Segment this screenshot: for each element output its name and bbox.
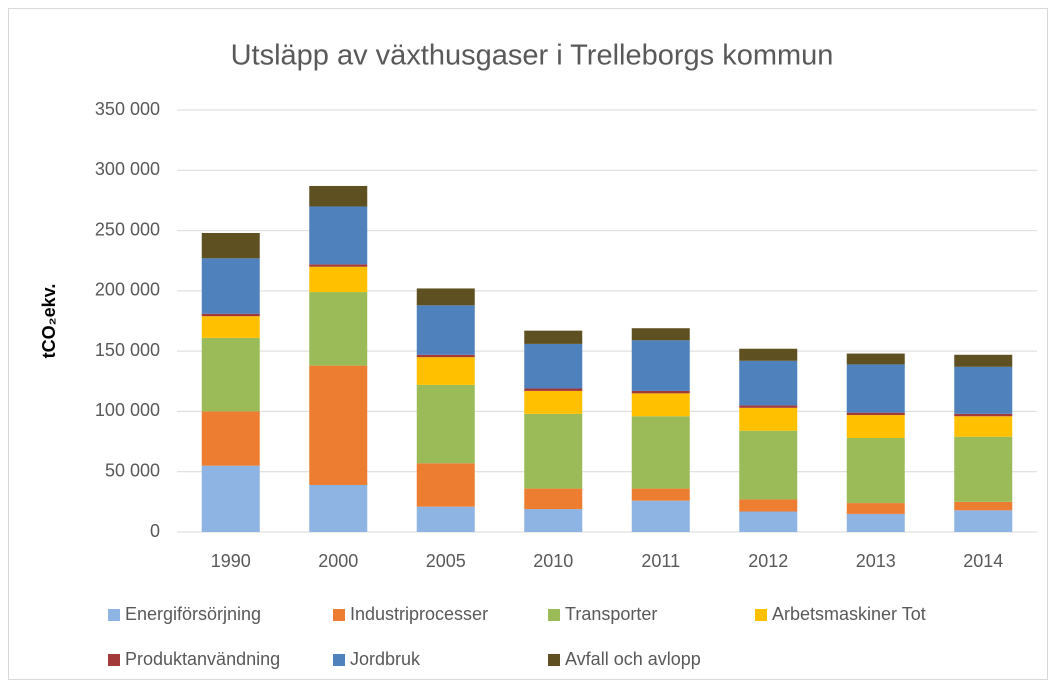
bar-segment xyxy=(309,266,368,293)
bar-segment xyxy=(416,384,475,464)
bar-segment xyxy=(954,501,1013,511)
bar-segment xyxy=(631,328,690,341)
bar-segment xyxy=(309,292,368,366)
bar-segment xyxy=(954,416,1013,437)
bar-segment xyxy=(416,357,475,385)
bar-segment xyxy=(846,437,905,504)
bar-segment xyxy=(416,506,475,532)
y-axis-label: tCO₂ekv. xyxy=(39,284,59,359)
bar-segment xyxy=(954,413,1013,417)
bar-segment xyxy=(201,465,260,532)
legend-label: Energiförsörjning xyxy=(125,604,261,624)
bar-segment xyxy=(739,405,798,408)
bar-segment xyxy=(631,393,690,417)
legend-swatch xyxy=(333,654,345,666)
bar-segment xyxy=(201,316,260,338)
bar-segment xyxy=(739,348,798,361)
x-tick-label: 2014 xyxy=(963,551,1003,571)
bar-segment xyxy=(201,337,260,412)
legend-swatch xyxy=(108,609,120,621)
y-tick-label: 0 xyxy=(150,521,160,541)
bar-segment xyxy=(524,330,583,344)
bar-segment xyxy=(416,288,475,306)
bar-segment xyxy=(631,500,690,532)
x-tick-label: 2000 xyxy=(318,551,358,571)
x-tick-label: 2010 xyxy=(533,551,573,571)
legend-label: Industriprocesser xyxy=(350,604,488,624)
bar-segment xyxy=(739,360,798,406)
y-tick-label: 250 000 xyxy=(95,219,160,239)
bar-segment xyxy=(524,388,583,391)
bar-segment xyxy=(739,511,798,532)
bar-segment xyxy=(201,411,260,466)
legend-swatch xyxy=(548,654,560,666)
bar-segment xyxy=(846,513,905,532)
bar-segment xyxy=(524,509,583,532)
legend-swatch xyxy=(755,609,767,621)
bar-segment xyxy=(309,365,368,485)
bar-segment xyxy=(416,305,475,355)
bar-segment xyxy=(631,390,690,394)
bar-segment xyxy=(309,206,368,265)
bar-segment xyxy=(954,436,1013,502)
x-tick-label: 1990 xyxy=(211,551,251,571)
y-tick-label: 200 000 xyxy=(95,280,160,300)
bar-segment xyxy=(846,412,905,416)
bar-segment xyxy=(846,353,905,365)
legend-label: Produktanvändning xyxy=(125,649,280,669)
bar-segment xyxy=(739,499,798,512)
legend-label: Avfall och avlopp xyxy=(565,649,701,669)
x-tick-label: 2012 xyxy=(748,551,788,571)
bar-segment xyxy=(416,354,475,358)
y-tick-label: 350 000 xyxy=(95,99,160,119)
y-tick-label: 150 000 xyxy=(95,340,160,360)
chart-title: Utsläpp av växthusgaser i Trelleborgs ko… xyxy=(231,40,834,72)
bar-segment xyxy=(846,415,905,438)
bar-segment xyxy=(309,484,368,532)
x-tick-label: 2013 xyxy=(856,551,896,571)
y-tick-label: 50 000 xyxy=(105,460,160,480)
x-tick-label: 2011 xyxy=(641,551,680,571)
bar-segment xyxy=(416,463,475,507)
legend-label: Jordbruk xyxy=(350,649,421,669)
bar-segment xyxy=(846,503,905,514)
bar-segment xyxy=(631,416,690,489)
bar-segment xyxy=(309,185,368,207)
bar-segment xyxy=(846,364,905,413)
bar-segment xyxy=(739,407,798,431)
legend-swatch xyxy=(548,609,560,621)
legend-label: Transporter xyxy=(565,604,657,624)
bar-segment xyxy=(631,340,690,391)
bar-segment xyxy=(524,488,583,510)
bar-segment xyxy=(739,430,798,500)
y-tick-label: 100 000 xyxy=(95,400,160,420)
bar-segment xyxy=(954,366,1013,414)
legend-swatch xyxy=(108,654,120,666)
y-tick-label: 300 000 xyxy=(95,159,160,179)
bar-segment xyxy=(524,343,583,389)
legend-swatch xyxy=(333,609,345,621)
bar-segment xyxy=(524,413,583,489)
bar-segment xyxy=(954,510,1013,532)
bar-segment xyxy=(524,390,583,414)
x-tick-label: 2005 xyxy=(426,551,466,571)
bar-segment xyxy=(201,258,260,314)
bar-segment xyxy=(201,232,260,259)
bar-segment xyxy=(631,488,690,501)
bar-segment xyxy=(201,313,260,317)
bar-segment xyxy=(309,264,368,267)
legend-label: Arbetsmaskiner Tot xyxy=(772,604,926,624)
bar-segment xyxy=(954,354,1013,367)
